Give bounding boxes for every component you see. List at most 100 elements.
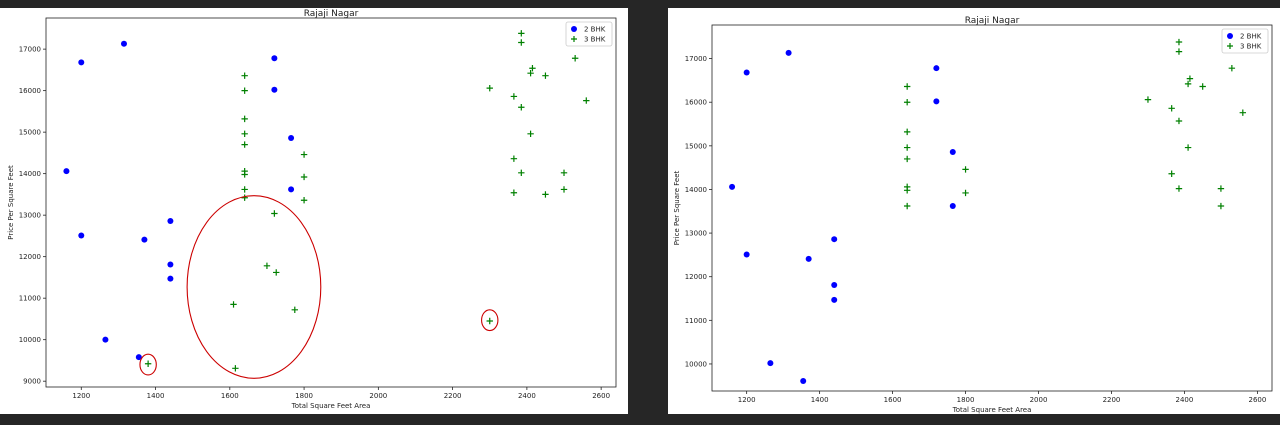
data-point-3bhk: [486, 84, 493, 92]
legend-label: 3 BHK: [584, 36, 606, 44]
x-tick-label: 1400: [811, 396, 829, 404]
data-point-3bhk: [1184, 80, 1192, 88]
legend-label: 3 BHK: [1240, 43, 1262, 51]
y-tick-label: 14000: [19, 170, 41, 178]
data-point-3bhk: [1228, 64, 1236, 72]
data-point-2bhk: [949, 203, 956, 210]
y-tick-label: 10000: [685, 360, 707, 368]
x-tick-label: 2000: [369, 392, 387, 400]
data-point-2bhk: [271, 86, 278, 93]
scatter-chart-right: Rajaji Nagar 1200 1400 1600 1800 2000 2200 2400…: [673, 16, 1273, 414]
y-tick-label: 12000: [685, 273, 707, 281]
y-tick-label: 16000: [19, 87, 41, 95]
data-point-2bhk: [135, 354, 142, 361]
legend-marker-2bhk: [571, 26, 577, 32]
data-point-2bhk: [785, 49, 792, 56]
outlier-annotation-ellipse: [481, 309, 499, 332]
x-axis-label: Total Square Feet Area: [952, 406, 1032, 414]
y-axis-label: Price Per Square Feet: [673, 170, 681, 245]
data-point-2bhk: [288, 134, 295, 141]
data-point-3bhk: [273, 269, 280, 276]
legend-label: 2 BHK: [584, 26, 606, 34]
data-point-3bhk: [1175, 117, 1183, 125]
data-point-3bhk: [518, 30, 525, 37]
data-point-3bhk: [529, 65, 536, 72]
data-point-2bhk: [949, 148, 956, 155]
data-point-3bhk: [903, 99, 911, 106]
data-point-3bhk: [1217, 185, 1225, 192]
data-point-3bhk: [903, 202, 911, 210]
y-tick-label: 10000: [19, 336, 41, 344]
x-tick-label: 2400: [518, 392, 536, 400]
y-tick-label: 13000: [685, 230, 707, 238]
data-point-3bhk: [144, 360, 152, 367]
legend-marker-3bhk: [1227, 43, 1233, 49]
data-point-3bhk: [583, 97, 590, 104]
plot-frame: [711, 24, 1273, 392]
data-point-3bhk: [300, 151, 308, 158]
scatter-chart-left: Rajaji Nagar 1200 1400 1600 1800 2000 2200 2400…: [7, 9, 617, 410]
data-point-3bhk: [571, 55, 579, 62]
data-point-3bhk: [510, 93, 518, 100]
y-tick-label: 12000: [19, 253, 41, 261]
data-point-2bhk: [288, 186, 295, 193]
x-tick-label: 2200: [444, 392, 462, 400]
x-tick-label: 2600: [592, 392, 610, 400]
x-tick-label: 2400: [1176, 396, 1194, 404]
x-tick-label: 1200: [72, 392, 90, 400]
data-point-3bhk: [1239, 109, 1247, 116]
data-point-2bhk: [743, 69, 750, 76]
data-point-2bhk: [271, 55, 278, 62]
x-tick-label: 1600: [221, 392, 239, 400]
data-point-3bhk: [510, 189, 518, 196]
data-point-2bhk: [831, 236, 838, 243]
data-point-3bhk: [962, 189, 969, 197]
x-tick-label: 1400: [147, 392, 165, 400]
y-axis-label: Price Per Square Feet: [7, 165, 15, 240]
data-point-3bhk: [241, 130, 248, 138]
data-point-2bhk: [167, 275, 174, 282]
y-tick-label: 9000: [23, 378, 41, 386]
data-point-3bhk: [300, 197, 308, 204]
data-point-2bhk: [78, 59, 85, 66]
data-point-3bhk: [300, 173, 308, 181]
data-point-3bhk: [241, 115, 248, 123]
data-point-3bhk: [903, 187, 911, 194]
legend-box: [1221, 28, 1269, 54]
data-point-2bhk: [933, 98, 940, 105]
data-point-3bhk: [560, 169, 568, 177]
data-point-3bhk: [1186, 75, 1194, 82]
data-point-2bhk: [63, 168, 70, 175]
data-point-3bhk: [560, 186, 568, 193]
data-point-3bhk: [1217, 202, 1225, 210]
data-point-3bhk: [1199, 83, 1206, 90]
data-point-3bhk: [1184, 144, 1192, 151]
data-point-3bhk: [230, 301, 237, 308]
chart-title: Rajaji Nagar: [304, 9, 359, 19]
x-tick-label: 1600: [884, 396, 902, 404]
y-tick-label: 15000: [19, 129, 41, 137]
data-point-3bhk: [518, 104, 525, 111]
y-tick-label: 16000: [685, 99, 707, 107]
data-point-2bhk: [120, 40, 127, 47]
data-point-3bhk: [486, 317, 493, 325]
x-tick-label: 2600: [1248, 396, 1266, 404]
data-point-3bhk: [232, 365, 239, 372]
data-point-3bhk: [241, 141, 248, 148]
data-point-2bhk: [729, 183, 736, 190]
data-point-3bhk: [1175, 185, 1183, 192]
data-point-3bhk: [241, 194, 248, 201]
chart-panel-left: Rajaji Nagar 1200 1400 1600 1800 2000 2200 2400…: [0, 8, 628, 414]
outlier-annotation-ellipse: [186, 195, 322, 379]
data-point-3bhk: [241, 186, 248, 193]
data-point-3bhk: [1175, 38, 1183, 46]
data-point-2bhk: [831, 296, 838, 303]
data-point-3bhk: [542, 72, 549, 79]
data-point-2bhk: [78, 232, 85, 239]
y-tick-label: 17000: [19, 46, 41, 54]
data-point-2bhk: [767, 360, 774, 367]
x-tick-label: 2200: [1103, 396, 1121, 404]
data-point-3bhk: [1175, 48, 1183, 55]
data-point-2bhk: [831, 281, 838, 288]
data-point-3bhk: [903, 155, 911, 163]
